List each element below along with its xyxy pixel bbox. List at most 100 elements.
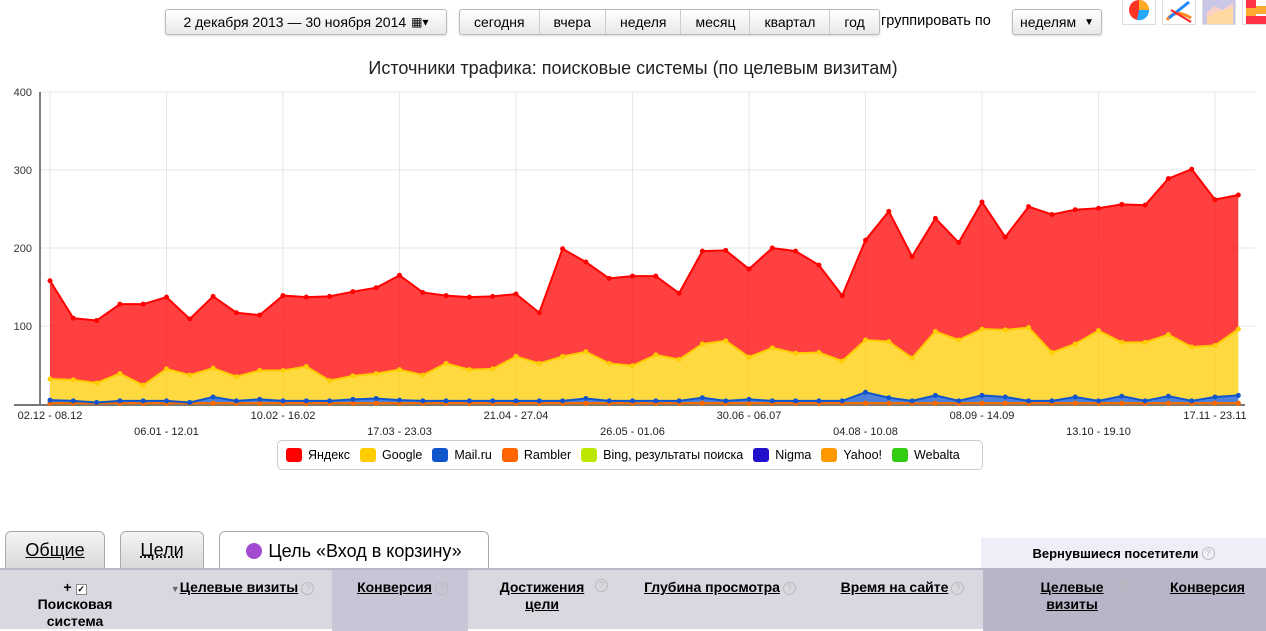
data-point[interactable] [932,392,938,398]
period-month[interactable]: месяц [681,10,751,34]
col-depth[interactable]: Глубина просмотра? [630,570,810,631]
col-link[interactable]: Целевые визиты [1040,579,1104,612]
data-point[interactable] [699,341,705,347]
data-point[interactable] [397,397,402,403]
data-point[interactable] [746,354,752,360]
data-point[interactable] [886,339,892,345]
data-point[interactable] [536,360,542,366]
data-point[interactable] [1119,400,1125,406]
data-point[interactable] [560,398,566,404]
data-point[interactable] [140,301,146,307]
data-point[interactable] [1212,197,1218,203]
data-point[interactable] [956,240,962,246]
data-point[interactable] [210,365,216,371]
data-point[interactable] [630,273,635,279]
data-point[interactable] [1002,394,1008,400]
legend-item[interactable]: Bing, результаты поиска [581,448,743,462]
data-point[interactable] [839,398,845,404]
data-point[interactable] [630,363,635,369]
data-point[interactable] [257,400,263,406]
col-time-on-site[interactable]: Время на сайте? [830,570,975,631]
data-point[interactable] [793,350,799,356]
data-point[interactable] [350,373,356,379]
data-point[interactable] [536,398,542,404]
data-point[interactable] [699,400,705,406]
data-point[interactable] [769,398,775,404]
data-point[interactable] [47,376,53,382]
area-chart-icon[interactable] [1202,0,1236,25]
help-icon[interactable]: ? [951,582,965,595]
legend-item[interactable]: Nigma [753,448,811,462]
period-today[interactable]: сегодня [460,10,540,34]
data-point[interactable] [1072,394,1078,400]
data-point[interactable] [979,199,985,205]
data-point[interactable] [1235,392,1241,398]
data-point[interactable] [1165,400,1171,406]
data-point[interactable] [1049,211,1055,217]
tab-general[interactable]: Общие [5,531,105,569]
data-point[interactable] [420,398,426,404]
data-point[interactable] [490,293,496,299]
data-point[interactable] [140,398,146,404]
bar-chart-icon[interactable] [1242,0,1266,25]
data-point[interactable] [303,294,309,300]
col-returning-conversion[interactable]: Конверсия [1170,570,1266,631]
data-point[interactable] [1165,393,1171,399]
data-point[interactable] [746,396,752,402]
data-point[interactable] [793,398,799,404]
help-icon[interactable]: ? [595,579,608,592]
data-point[interactable] [490,366,496,372]
data-point[interactable] [1096,328,1101,334]
data-point[interactable] [956,337,962,343]
data-point[interactable] [979,326,985,332]
data-point[interactable] [443,398,449,404]
data-point[interactable] [327,378,333,384]
data-point[interactable] [909,398,915,404]
data-point[interactable] [280,293,286,299]
data-point[interactable] [606,360,612,366]
data-point[interactable] [397,367,402,373]
data-point[interactable] [1119,393,1125,399]
data-point[interactable] [1072,207,1078,213]
data-point[interactable] [769,345,775,351]
col-conversion[interactable]: Конверсия? [340,570,465,631]
data-point[interactable] [653,398,659,404]
data-point[interactable] [723,338,729,344]
legend-item[interactable]: Google [360,448,422,462]
data-point[interactable] [257,367,263,373]
data-point[interactable] [1235,192,1241,198]
legend-item[interactable]: Rambler [501,448,571,462]
data-point[interactable] [863,337,868,343]
line-chart-icon[interactable] [1162,0,1196,25]
legend-item[interactable]: Яндекс [286,448,350,462]
legend-item[interactable]: Webalta [892,448,960,462]
data-point[interactable] [932,215,938,221]
data-point[interactable] [746,400,752,406]
data-point[interactable] [1002,327,1008,333]
data-point[interactable] [816,350,822,356]
select-all-checkbox[interactable]: ✓ [75,584,87,595]
data-point[interactable] [70,315,76,321]
data-point[interactable] [257,396,263,402]
data-point[interactable] [94,318,100,324]
data-point[interactable] [233,310,239,316]
help-icon[interactable]: ? [1201,546,1215,560]
data-point[interactable] [443,360,449,366]
col-link[interactable]: Время на сайте [840,579,949,595]
data-point[interactable] [583,259,589,265]
data-point[interactable] [1119,339,1125,345]
period-week[interactable]: неделя [606,10,682,34]
data-point[interactable] [187,372,193,378]
help-icon[interactable]: ? [434,582,448,595]
data-point[interactable] [1026,204,1032,210]
period-yesterday[interactable]: вчера [540,10,607,34]
data-point[interactable] [1235,326,1241,332]
data-point[interactable] [653,273,659,279]
data-point[interactable] [886,400,892,406]
data-point[interactable] [513,291,519,297]
data-point[interactable] [1212,400,1218,406]
data-point[interactable] [164,294,169,300]
data-point[interactable] [606,398,612,404]
data-point[interactable] [606,275,612,281]
data-point[interactable] [257,312,263,318]
